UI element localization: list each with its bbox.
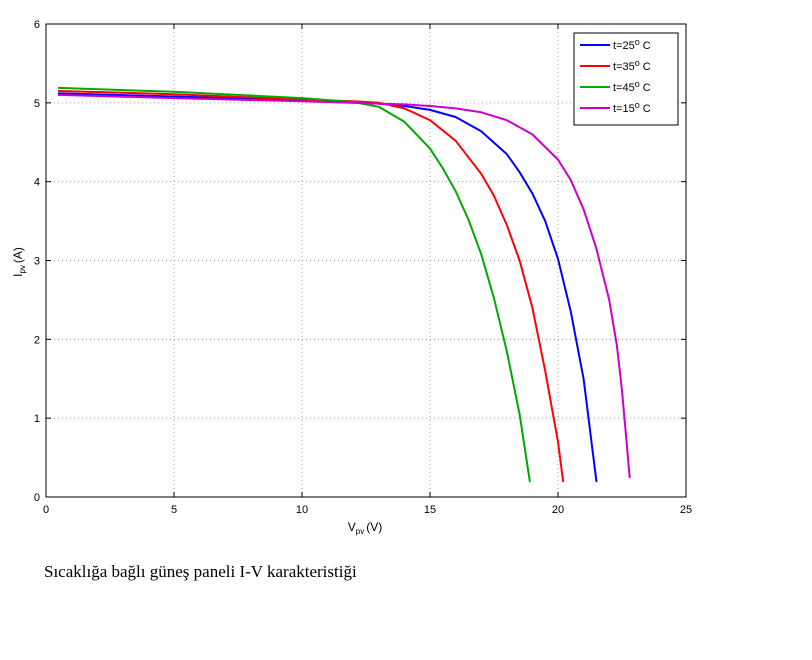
- figure-caption: Sıcaklığa bağlı güneş paneli I-V karakte…: [44, 562, 357, 581]
- series-line-2: [57, 86, 531, 483]
- series-line-3: [57, 93, 631, 479]
- y-tick-label: 6: [34, 19, 40, 31]
- legend-label-3: t=15o C: [613, 100, 651, 115]
- x-tick-label: 5: [171, 504, 177, 516]
- y-tick-label: 3: [34, 256, 40, 268]
- x-axis-ticks: 0 5 10 15 20 25: [43, 24, 692, 516]
- y-tick-label: 4: [34, 177, 40, 189]
- series-group: [57, 86, 631, 483]
- x-tick-label: 25: [680, 504, 692, 516]
- legend: t=25o C t=35o C t=45o C t=15o C: [573, 32, 679, 126]
- legend-label-1: t=35o C: [613, 58, 651, 73]
- legend-box: [573, 32, 679, 126]
- y-axis-label: Ipv(A): [11, 247, 27, 277]
- y-tick-label: 0: [34, 492, 40, 504]
- y-tick-label: 5: [34, 98, 40, 110]
- y-tick-label: 2: [34, 334, 40, 346]
- legend-label-0: t=25o C: [613, 37, 651, 52]
- y-tick-label: 1: [34, 413, 40, 425]
- x-tick-label: 10: [296, 504, 308, 516]
- x-tick-label: 20: [552, 504, 564, 516]
- x-tick-label: 15: [424, 504, 436, 516]
- x-axis-label: Vpv (V): [348, 520, 382, 536]
- iv-chart: 0 5 10 15 20 25 0 1 2 3 4 5 6 Vpv (V) Ipv(A) t=25o C…: [11, 19, 692, 536]
- legend-label-2: t=45o C: [613, 79, 651, 94]
- y-axis-ticks: 0 1 2 3 4 5 6: [34, 19, 686, 504]
- x-tick-label: 0: [43, 504, 49, 516]
